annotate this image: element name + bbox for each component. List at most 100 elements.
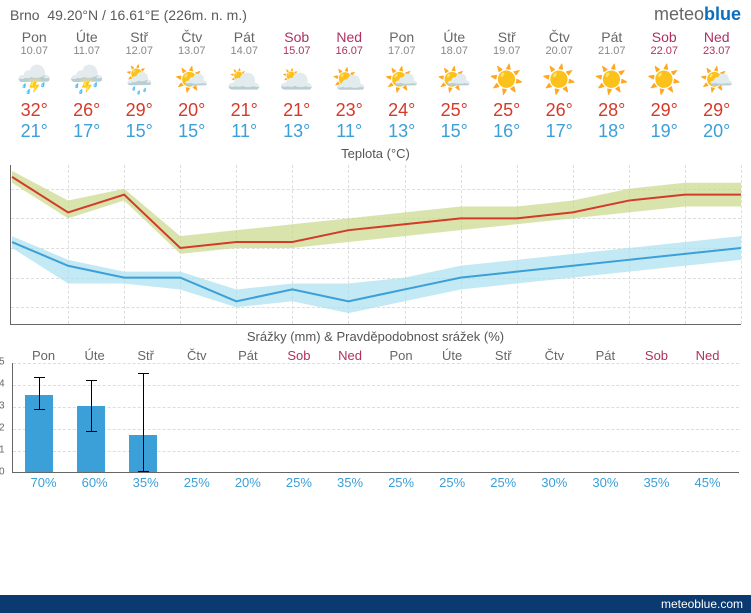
weather-icon: 🌤️ [376,63,429,96]
temp-chart-title: Teplota (°C) [0,142,751,165]
logo-part-a: meteo [654,4,704,24]
precip-pct: 45% [682,475,733,490]
weather-icon: ⛈️ [8,63,61,96]
day-date: 13.07 [166,45,219,57]
day-name: Úte [428,29,481,45]
weather-icon: 🌤️ [428,63,481,96]
header: Brno 49.20°N / 16.61°E (226m. n. m.) met… [0,0,751,27]
precip-day-row: PonÚteStřČtvPátSobNedPonÚteStřČtvPátSobN… [10,348,741,363]
lo-temp: 17° [61,121,114,142]
weather-icon: 🌤️ [691,63,744,96]
precip-pct: 25% [427,475,478,490]
lo-temp: 15° [113,121,166,142]
precip-pct: 30% [580,475,631,490]
precip-pct: 35% [120,475,171,490]
precip-bar-area: 012345 [12,363,739,473]
day-header: Úte18.07 [428,27,481,59]
precip-pct: 35% [324,475,375,490]
lo-temp-row: 21°17°15°15°11°13°11°13°15°16°17°18°19°2… [0,121,751,142]
day-header: Ned23.07 [691,27,744,59]
precip-pct: 35% [631,475,682,490]
day-date: 18.07 [428,45,481,57]
day-name: Čtv [166,29,219,45]
day-header: Sob15.07 [271,27,324,59]
hi-temp: 25° [428,100,481,121]
hi-temp: 26° [61,100,114,121]
day-date: 22.07 [638,45,691,57]
precip-day-label: Pát [580,348,631,363]
day-name: Pát [586,29,639,45]
hi-temp: 21° [218,100,271,121]
lo-temp: 15° [166,121,219,142]
day-date: 12.07 [113,45,166,57]
precip-pct: 60% [69,475,120,490]
lo-temp: 15° [428,121,481,142]
precip-pct: 20% [222,475,273,490]
day-header: Pát21.07 [586,27,639,59]
precip-pct: 25% [171,475,222,490]
hi-temp: 20° [166,100,219,121]
lo-temp: 11° [218,121,271,142]
precip-day-label: Sob [273,348,324,363]
precip-day-label: Úte [427,348,478,363]
precip-pct: 70% [18,475,69,490]
precip-day-label: Úte [69,348,120,363]
day-header: Ned16.07 [323,27,376,59]
lo-temp: 17° [533,121,586,142]
precip-pct: 25% [478,475,529,490]
lo-temp: 21° [8,121,61,142]
day-name: Ned [323,29,376,45]
hi-temp: 28° [586,100,639,121]
lo-temp: 19° [638,121,691,142]
precip-pct: 30% [529,475,580,490]
day-name: Čtv [533,29,586,45]
precip-pct: 25% [376,475,427,490]
day-date: 23.07 [691,45,744,57]
location-name: Brno [10,7,40,23]
weather-icon: 🌥️ [218,63,271,96]
weather-icon: 🌥️ [271,63,324,96]
day-date: 20.07 [533,45,586,57]
day-header: Sob22.07 [638,27,691,59]
weather-icon: ☀️ [533,63,586,96]
precip-pct: 25% [273,475,324,490]
day-name: Ned [691,29,744,45]
precip-day-label: Čtv [171,348,222,363]
hi-temp: 32° [8,100,61,121]
precipitation-chart: PonÚteStřČtvPátSobNedPonÚteStřČtvPátSobN… [10,348,741,488]
precip-day-label: Ned [682,348,733,363]
hi-temp: 26° [533,100,586,121]
day-date: 10.07 [8,45,61,57]
hi-temp: 29° [113,100,166,121]
day-name: Sob [638,29,691,45]
location: Brno 49.20°N / 16.61°E (226m. n. m.) [10,7,247,23]
day-date: 11.07 [61,45,114,57]
footer[interactable]: meteoblue.com [0,595,751,613]
logo[interactable]: meteoblue [654,4,741,25]
footer-link[interactable]: meteoblue.com [661,597,743,611]
lo-temp: 16° [481,121,534,142]
weather-icon-row: ⛈️⛈️🌦️🌤️🌥️🌥️⛅🌤️🌤️☀️☀️☀️☀️🌤️ [0,59,751,100]
day-date: 17.07 [376,45,429,57]
lo-temp: 18° [586,121,639,142]
precip-day-label: Stř [120,348,171,363]
day-header: Pát14.07 [218,27,271,59]
day-date: 19.07 [481,45,534,57]
day-name: Pát [218,29,271,45]
hi-temp: 29° [691,100,744,121]
day-header-row: Pon10.07Úte11.07Stř12.07Čtv13.07Pát14.07… [0,27,751,59]
weather-icon: 🌦️ [113,63,166,96]
day-date: 15.07 [271,45,324,57]
day-header: Úte11.07 [61,27,114,59]
temperature-chart: 1015202530 [10,165,741,325]
day-date: 14.07 [218,45,271,57]
location-coords: 49.20°N / 16.61°E (226m. n. m.) [47,7,247,23]
precip-day-label: Čtv [529,348,580,363]
day-header: Stř19.07 [481,27,534,59]
hi-temp-row: 32°26°29°20°21°21°23°24°25°25°26°28°29°2… [0,100,751,121]
day-name: Pon [376,29,429,45]
weather-icon: 🌤️ [166,63,219,96]
weather-icon: ☀️ [481,63,534,96]
lo-temp: 20° [691,121,744,142]
hi-temp: 24° [376,100,429,121]
